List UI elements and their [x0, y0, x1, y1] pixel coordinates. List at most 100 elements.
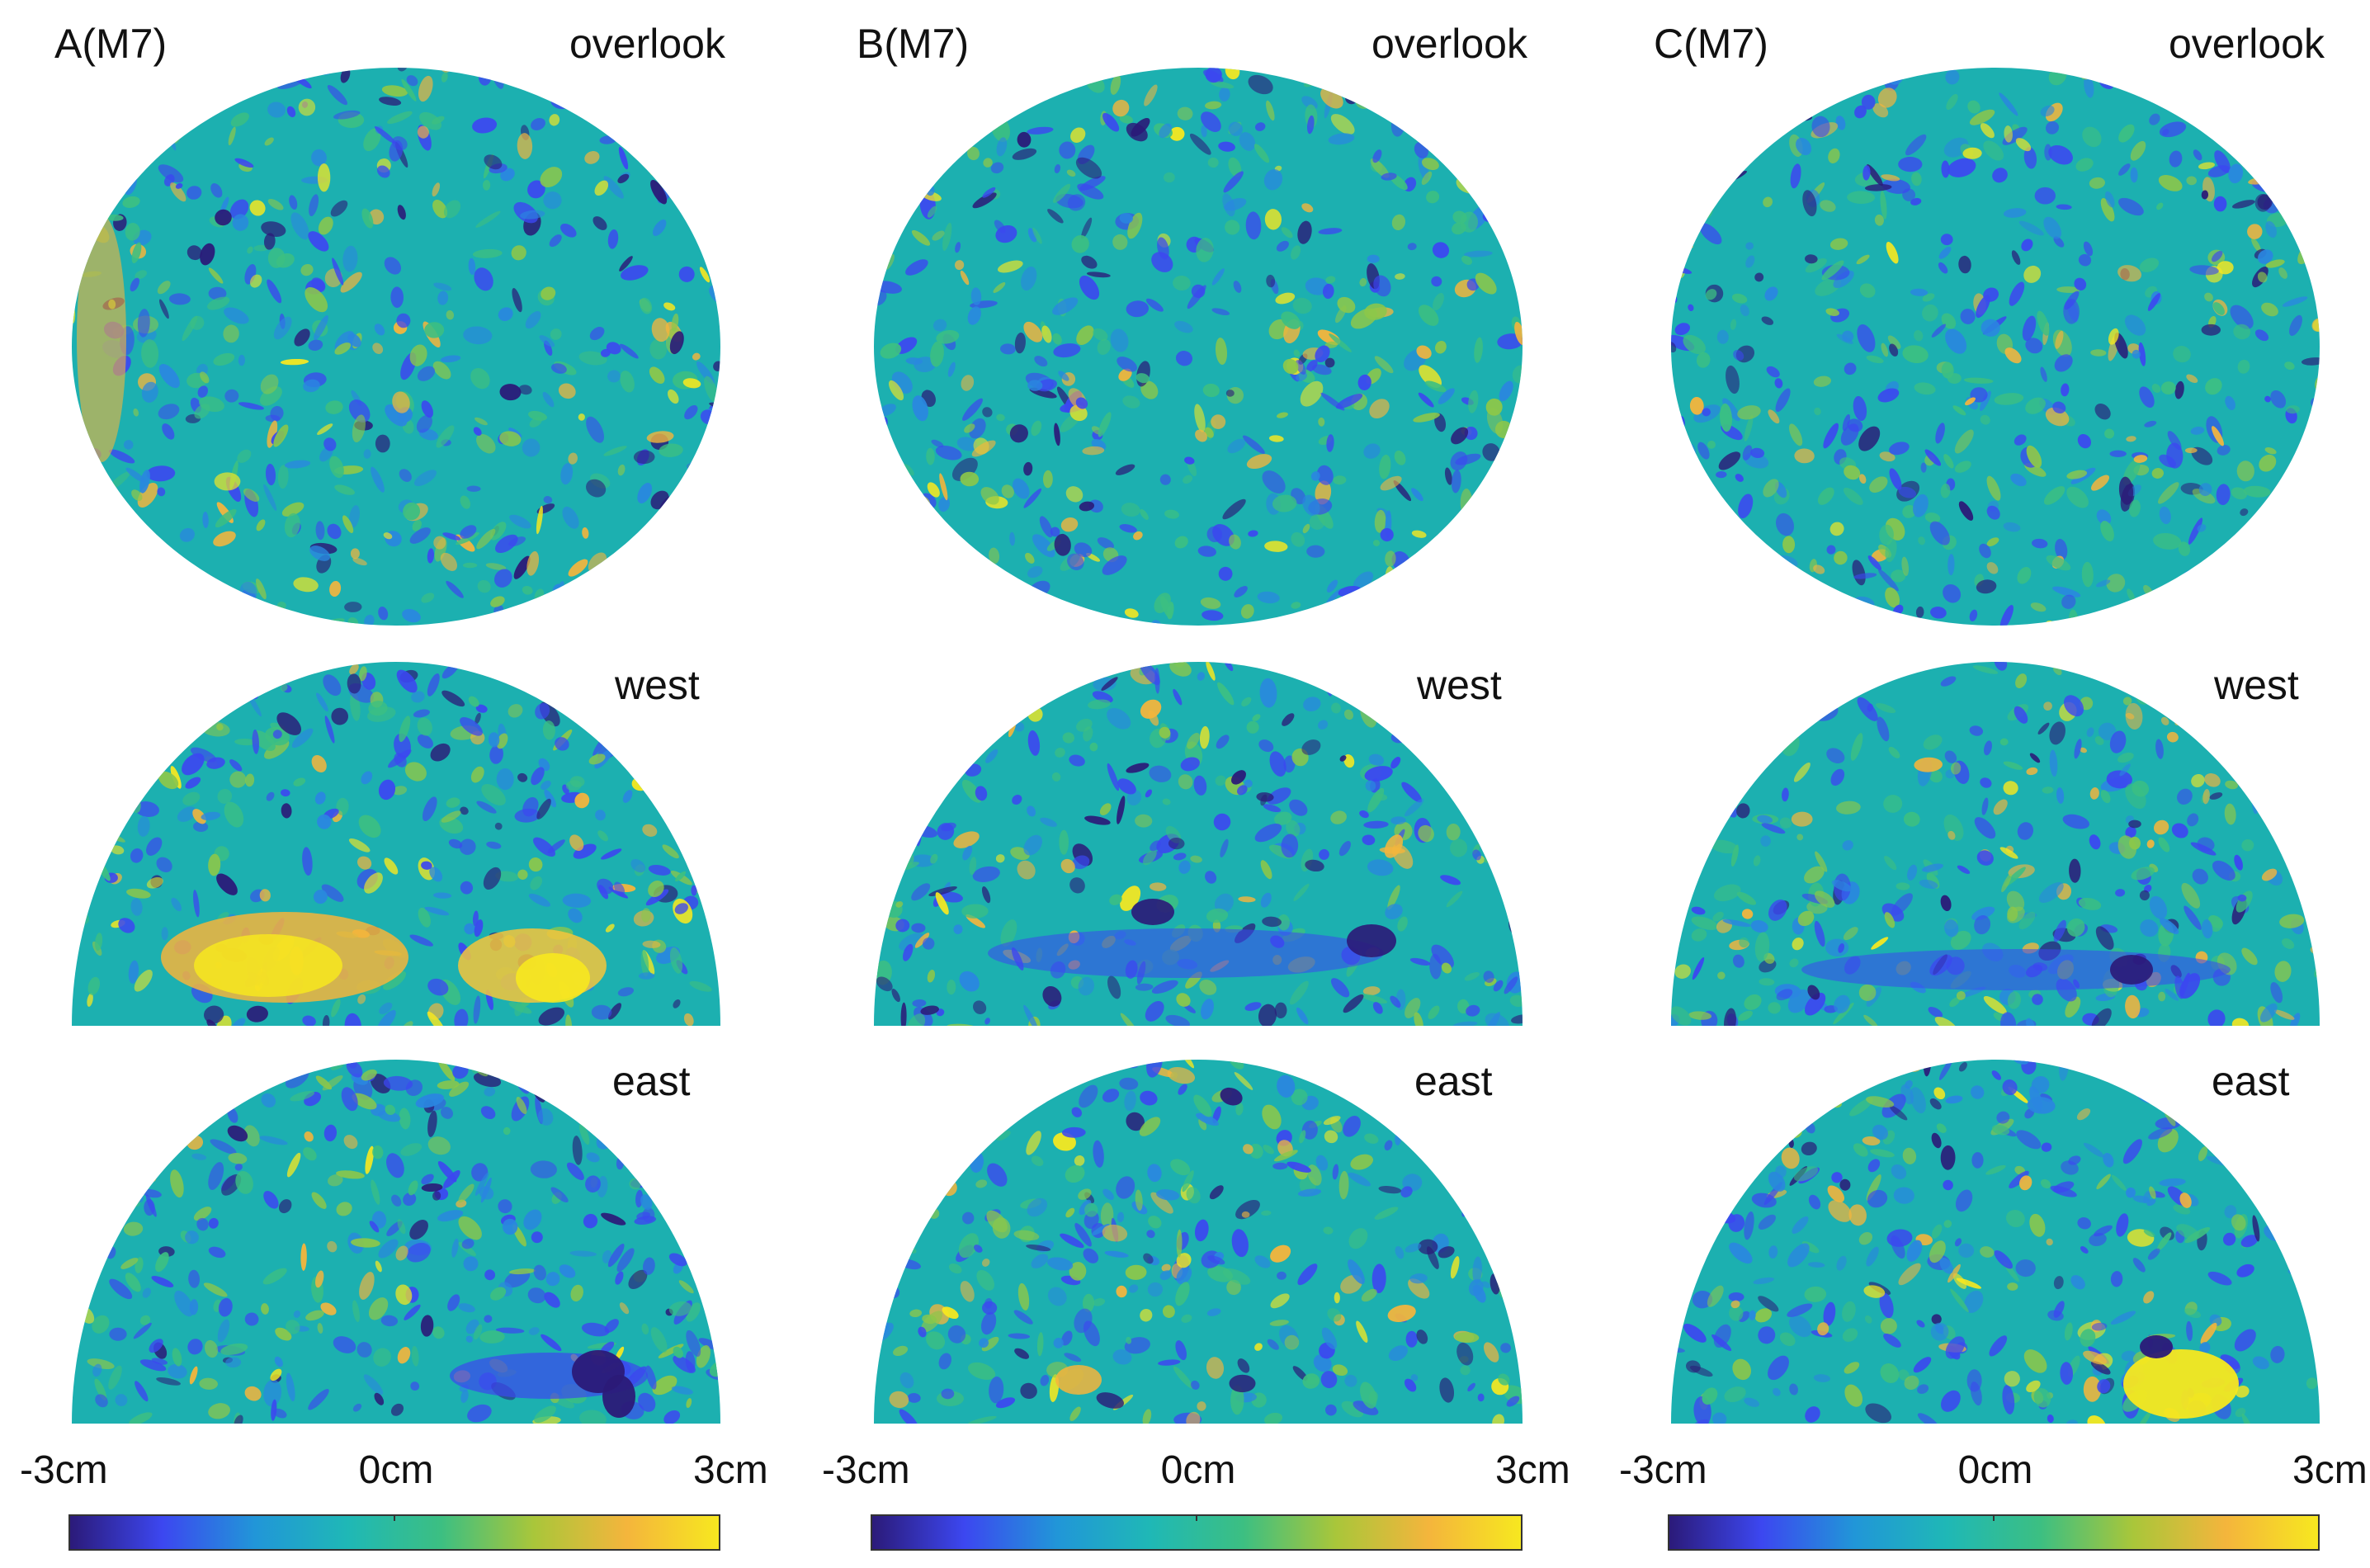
field-speckle	[1891, 893, 1913, 916]
field-speckle	[893, 1345, 909, 1356]
field-speckle	[995, 224, 1017, 243]
field-speckle	[1318, 417, 1325, 427]
field-speckle	[1017, 860, 1036, 880]
field-speckle	[574, 1107, 597, 1122]
field-speckle	[309, 545, 331, 561]
field-speckle	[1367, 859, 1394, 876]
field-speckle	[199, 1377, 218, 1390]
field-speckle	[1410, 1074, 1423, 1089]
field-speckle	[229, 199, 249, 220]
field-speckle	[887, 503, 901, 517]
field-speckle	[941, 1388, 955, 1400]
field-speckle	[1202, 610, 1224, 621]
field-speckle	[374, 324, 385, 336]
field-speckle	[2153, 532, 2182, 550]
view-label-overlook: overlook	[569, 21, 725, 67]
field-speckle	[1753, 1277, 1775, 1285]
field-speckle	[2147, 293, 2160, 311]
field-speckle	[456, 662, 466, 669]
field-speckle	[2106, 770, 2132, 789]
field-speckle	[594, 180, 609, 196]
field-speckle	[2139, 257, 2160, 272]
field-speckle	[361, 1069, 377, 1081]
field-speckle	[582, 527, 589, 539]
field-speckle	[1689, 397, 1704, 415]
field-speckle	[1974, 915, 1991, 935]
field-speckle	[88, 175, 104, 188]
field-speckle	[1262, 916, 1282, 928]
field-speckle	[585, 1175, 601, 1193]
field-speckle	[1511, 1014, 1523, 1024]
field-speckle	[1389, 613, 1400, 626]
field-speckle	[1879, 1292, 1894, 1319]
field-speckle	[1395, 273, 1405, 280]
field-speckle	[476, 801, 497, 814]
field-speckle	[372, 1145, 384, 1159]
field-speckle	[874, 1164, 897, 1183]
field-speckle	[686, 1329, 701, 1357]
field-speckle	[2096, 1174, 2111, 1190]
field-speckle	[1186, 1187, 1201, 1204]
field-speckle	[568, 908, 583, 923]
field-speckle	[2165, 989, 2179, 1001]
field-speckle	[416, 414, 432, 433]
field-speckle	[1069, 754, 1085, 767]
field-speckle	[228, 126, 236, 146]
field-speckle	[1838, 942, 1845, 953]
field-speckle	[97, 552, 108, 567]
field-speckle	[2282, 296, 2308, 307]
field-speckle	[1065, 1164, 1085, 1183]
field-speckle	[672, 602, 691, 620]
field-speckle	[441, 810, 461, 823]
field-speckle	[2022, 315, 2037, 342]
field-speckle	[2157, 482, 2179, 504]
field-speckle	[2119, 763, 2131, 777]
field-speckle	[88, 777, 111, 797]
field-speckle	[1318, 720, 1329, 730]
field-speckle	[2082, 126, 2102, 148]
field-speckle	[667, 565, 687, 574]
field-speckle	[88, 148, 100, 154]
field-speckle	[1781, 1147, 1800, 1169]
field-speckle	[529, 417, 542, 427]
field-speckle	[1758, 1214, 1777, 1230]
field-speckle	[1512, 365, 1523, 384]
field-speckle	[2124, 314, 2146, 336]
field-speckle	[1495, 1092, 1523, 1103]
field-speckle	[1284, 1334, 1300, 1350]
field-speckle	[1206, 1308, 1221, 1316]
field-speckle	[1707, 1285, 1724, 1307]
view-label-overlook: overlook	[2169, 21, 2325, 67]
field-speckle	[72, 1060, 78, 1075]
field-speckle	[1124, 1090, 1136, 1112]
field-speckle	[1805, 1406, 1820, 1423]
field-speckle	[1509, 994, 1523, 1008]
field-speckle	[2276, 1192, 2292, 1207]
field-speckle	[1492, 1205, 1511, 1221]
field-speckle	[699, 267, 711, 283]
subsidence-patch	[1347, 924, 1396, 957]
field-speckle	[1898, 1263, 1921, 1286]
field-speckle	[1831, 880, 1853, 892]
field-speckle	[2307, 763, 2320, 782]
field-speckle	[1996, 1111, 2010, 1124]
field-speckle	[954, 260, 965, 271]
field-speckle	[922, 937, 935, 950]
field-speckle	[2282, 938, 2295, 949]
field-speckle	[2290, 1143, 2305, 1158]
field-speckle	[2100, 198, 2115, 222]
field-speckle	[2027, 1097, 2056, 1114]
field-speckle	[1493, 593, 1504, 612]
field-speckle	[284, 512, 300, 538]
field-speckle	[361, 208, 374, 229]
field-speckle	[1119, 1077, 1139, 1090]
field-speckle	[502, 1218, 518, 1235]
field-speckle	[2000, 1012, 2017, 1026]
field-speckle	[1119, 213, 1133, 224]
field-speckle	[433, 536, 446, 550]
field-speckle	[1075, 157, 1102, 179]
field-speckle	[2074, 277, 2087, 290]
field-speckle	[533, 1264, 546, 1281]
field-speckle	[947, 1110, 966, 1128]
field-speckle	[1869, 476, 1888, 493]
